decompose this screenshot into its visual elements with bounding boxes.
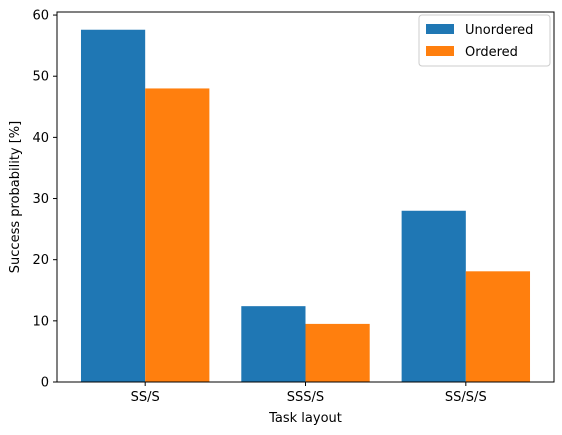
y-tick-label: 20 [32, 253, 49, 268]
bar-unordered-sss-s [241, 306, 306, 382]
x-tick-label: SS/S [131, 390, 160, 405]
y-tick-label: 30 [32, 192, 49, 207]
legend: Unordered Ordered [418, 14, 551, 67]
x-tick-label: SSS/S [287, 390, 324, 405]
bar-ordered-ss-s-s [465, 271, 531, 382]
legend-label-ordered: Ordered [465, 45, 518, 60]
y-tick-label: 60 [32, 9, 49, 24]
ticks-layer: SS/S SSS/S SS/S/S 0 10 20 30 40 50 60 [32, 9, 486, 405]
y-tick-label: 0 [41, 376, 49, 391]
bar-unordered-ss-s-s [401, 210, 466, 382]
legend-swatch-unordered [426, 24, 454, 34]
bar-unordered-ss-s [80, 29, 146, 383]
y-tick-label: 50 [32, 70, 49, 85]
plot-frame [56, 11, 555, 383]
y-tick-label: 40 [32, 131, 49, 146]
bar-ordered-ss-s [145, 88, 210, 382]
x-axis-label: Task layout [268, 411, 342, 426]
x-tick-label: SS/S/S [445, 390, 487, 405]
legend-swatch-ordered [426, 46, 454, 56]
y-axis-label: Success probability [%] [8, 121, 23, 273]
y-tick-label: 10 [32, 314, 49, 329]
legend-label-unordered: Unordered [465, 23, 533, 38]
bar-ordered-sss-s [305, 323, 370, 382]
bars-layer [80, 29, 531, 383]
